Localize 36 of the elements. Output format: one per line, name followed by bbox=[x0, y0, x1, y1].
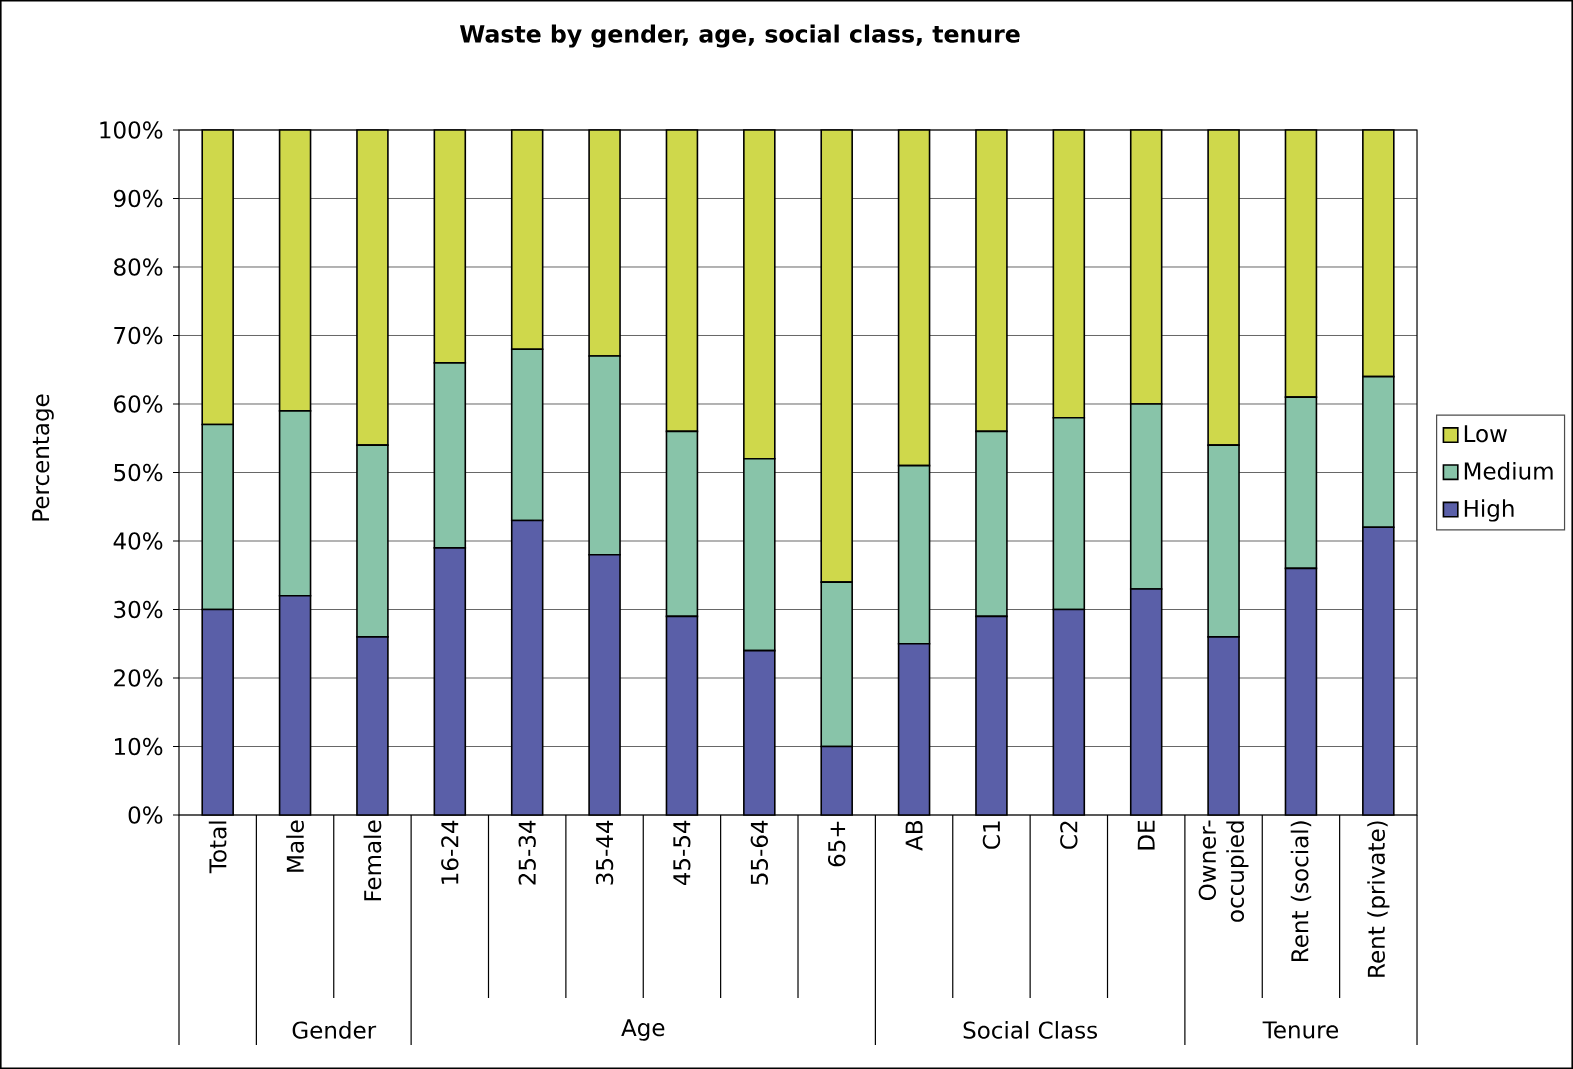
x-tick-label: Rent (private) bbox=[1367, 821, 1390, 977]
y-tick-label: 10% bbox=[115, 737, 163, 756]
y-tick-label: 90% bbox=[113, 189, 163, 208]
y-axis-title: Percentage bbox=[32, 394, 54, 521]
x-tick-label: AB bbox=[905, 821, 923, 851]
text: Gender bbox=[292, 1021, 377, 1039]
x-tick-label: 25-34 bbox=[518, 820, 536, 885]
x-tick-label: Owner-occupied bbox=[1198, 820, 1249, 922]
x-tick-label: Rent (social) bbox=[1290, 821, 1312, 962]
text: Age bbox=[621, 1019, 665, 1041]
x-tick-label: Total bbox=[208, 821, 227, 874]
y-tick-label: 100% bbox=[100, 121, 163, 139]
x-tick-label: Male bbox=[286, 820, 304, 872]
text: Social Class bbox=[963, 1021, 1098, 1039]
y-tick-label: 50% bbox=[114, 463, 163, 482]
x-tick-label: C2 bbox=[1060, 821, 1078, 849]
x-tick-label: 45-54 bbox=[673, 820, 691, 886]
x-tick-label: 35-44 bbox=[595, 820, 614, 885]
x-tick-label: Female bbox=[363, 820, 382, 901]
y-tick-label: 0% bbox=[128, 806, 163, 824]
x-tick-label: C1 bbox=[982, 821, 1001, 849]
legend-label: Medium bbox=[1464, 461, 1553, 480]
y-tick-label: 60% bbox=[114, 395, 163, 413]
y-tick-label: 70% bbox=[114, 326, 163, 345]
text: Tenure bbox=[1262, 1021, 1339, 1039]
legend-label: Low bbox=[1464, 425, 1507, 443]
y-tick-label: 20% bbox=[114, 669, 163, 687]
x-tick-label: 16-24 bbox=[441, 820, 459, 884]
y-tick-label: 40% bbox=[113, 532, 163, 550]
legend-label: High bbox=[1464, 499, 1514, 522]
y-tick-label: 80% bbox=[114, 258, 163, 276]
x-tick-label: DE bbox=[1137, 820, 1155, 850]
x-tick-label: 65+ bbox=[828, 821, 846, 867]
y-tick-label: 30% bbox=[114, 600, 163, 619]
x-tick-label: 55-64 bbox=[750, 820, 768, 885]
chart-title: Waste by gender, age, social class, tenure bbox=[459, 24, 1020, 48]
